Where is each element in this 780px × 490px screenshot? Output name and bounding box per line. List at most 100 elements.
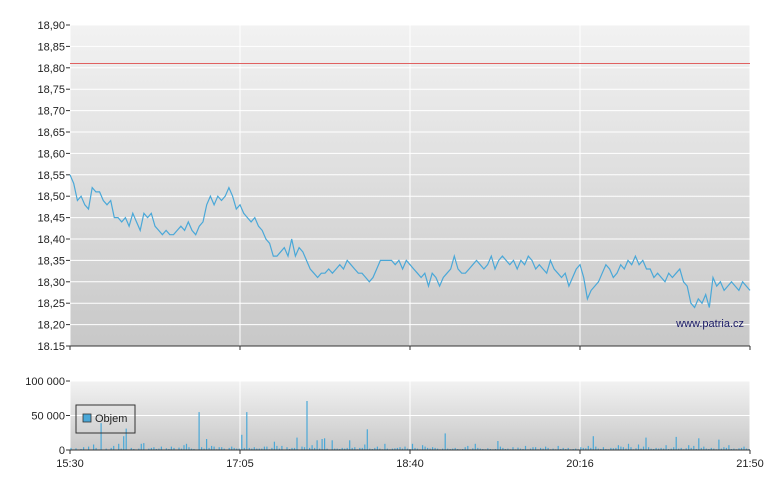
volume-bar (125, 428, 127, 450)
volume-bar (414, 447, 416, 450)
volume-bar (625, 448, 627, 450)
price-y-axis: 18,90 18,85 18,80 18,75 18,70 18,65 18,60 18,55… (37, 20, 70, 353)
volume-bar (427, 447, 429, 450)
volume-bar (432, 447, 434, 450)
volume-bar (301, 446, 303, 450)
volume-bar (258, 448, 260, 450)
volume-bar (615, 447, 617, 450)
volume-bar (479, 448, 481, 450)
volume-bar (143, 443, 145, 450)
volume-bar (477, 447, 479, 450)
volume-bar (276, 445, 278, 450)
volume-bar (399, 447, 401, 450)
volume-bar (206, 439, 208, 450)
volume-bar (545, 446, 547, 450)
volume-bar (517, 447, 519, 450)
volume-bar (540, 447, 542, 450)
volume-bar (637, 444, 640, 450)
volume-bar (211, 445, 213, 450)
volume-bar (535, 447, 537, 450)
volume-bar (369, 448, 371, 450)
volume-bar (153, 447, 155, 450)
volume-bar (198, 412, 200, 450)
price-y-tick-label: 18.15 (37, 341, 65, 353)
volume-bar (452, 448, 454, 450)
volume-bar (344, 448, 346, 450)
volume-bar (612, 448, 614, 450)
volume-bar (728, 445, 730, 450)
price-y-tick-label: 18,25 (37, 298, 65, 310)
volume-bar (580, 447, 582, 450)
volume-bar (745, 448, 748, 450)
volume-bar (685, 448, 687, 450)
volume-bar (557, 445, 559, 450)
price-x-axis (69, 346, 751, 350)
volume-bar (655, 447, 657, 450)
volume-bar (474, 443, 476, 450)
volume-bar (120, 448, 122, 450)
price-grid (69, 24, 751, 346)
volume-bar (665, 445, 667, 450)
volume-bar (404, 446, 406, 450)
volume-bar (401, 448, 404, 450)
volume-bar (241, 434, 243, 450)
price-y-tick-label: 18,20 (37, 320, 65, 332)
volume-bar (663, 448, 665, 450)
volume-bar (648, 447, 650, 450)
volume-bar (273, 441, 275, 450)
volume-bar (718, 439, 720, 450)
volume-bar (314, 447, 316, 450)
volume-bar (434, 447, 436, 450)
volume-bar (592, 436, 594, 450)
volume-bar (218, 447, 220, 450)
volume-bar (253, 447, 255, 450)
volume-bar (723, 447, 725, 450)
volume-bar (497, 441, 499, 450)
volume-bar (660, 447, 662, 450)
price-y-tick-label: 18,55 (37, 170, 65, 182)
volume-bar (105, 448, 107, 450)
x-tick-label: 17:05 (226, 458, 254, 470)
volume-bar (349, 440, 351, 450)
price-y-tick-label: 18,45 (37, 213, 65, 225)
volume-bar (223, 448, 225, 450)
volume-bar (552, 448, 554, 450)
volume-bar (180, 448, 183, 450)
volume-bar (411, 443, 414, 450)
volume-bar (650, 448, 652, 450)
volume-bar (379, 448, 381, 450)
volume-bar (424, 446, 426, 450)
volume-bar (640, 448, 642, 450)
volume-bar (296, 437, 298, 450)
price-panel: 18,90 18,85 18,80 18,75 18,70 18,65 18,60 18,55… (37, 20, 751, 353)
volume-bar (306, 401, 308, 450)
volume-bar (231, 446, 233, 450)
volume-bar (203, 448, 205, 450)
volume-bar (585, 448, 587, 450)
volume-bar (165, 448, 167, 450)
volume-bar (160, 446, 162, 450)
volume-bar (376, 446, 378, 450)
price-y-tick-label: 18,80 (37, 63, 65, 75)
volume-bar (384, 443, 386, 450)
volume-bar (351, 447, 353, 450)
legend-label: Objem (95, 413, 127, 425)
volume-bar (263, 446, 265, 450)
price-y-tick-label: 18,50 (37, 191, 65, 203)
volume-panel: 100 000 50 000 0 15:30 17:05 18:40 20:16 21:50… (25, 376, 764, 470)
volume-bar (416, 448, 419, 450)
volume-bar (140, 443, 142, 450)
volume-bar (499, 446, 501, 450)
volume-bar (173, 447, 175, 450)
volume-bar (454, 447, 456, 450)
volume-bar (467, 445, 469, 450)
volume-bar (150, 447, 152, 450)
volume-bar (374, 447, 376, 450)
volume-bar (678, 448, 680, 450)
volume-bar (658, 448, 660, 450)
volume-bar (422, 445, 424, 450)
volume-bar (190, 448, 193, 450)
volume-bar (620, 446, 622, 450)
volume-bar (286, 447, 288, 450)
